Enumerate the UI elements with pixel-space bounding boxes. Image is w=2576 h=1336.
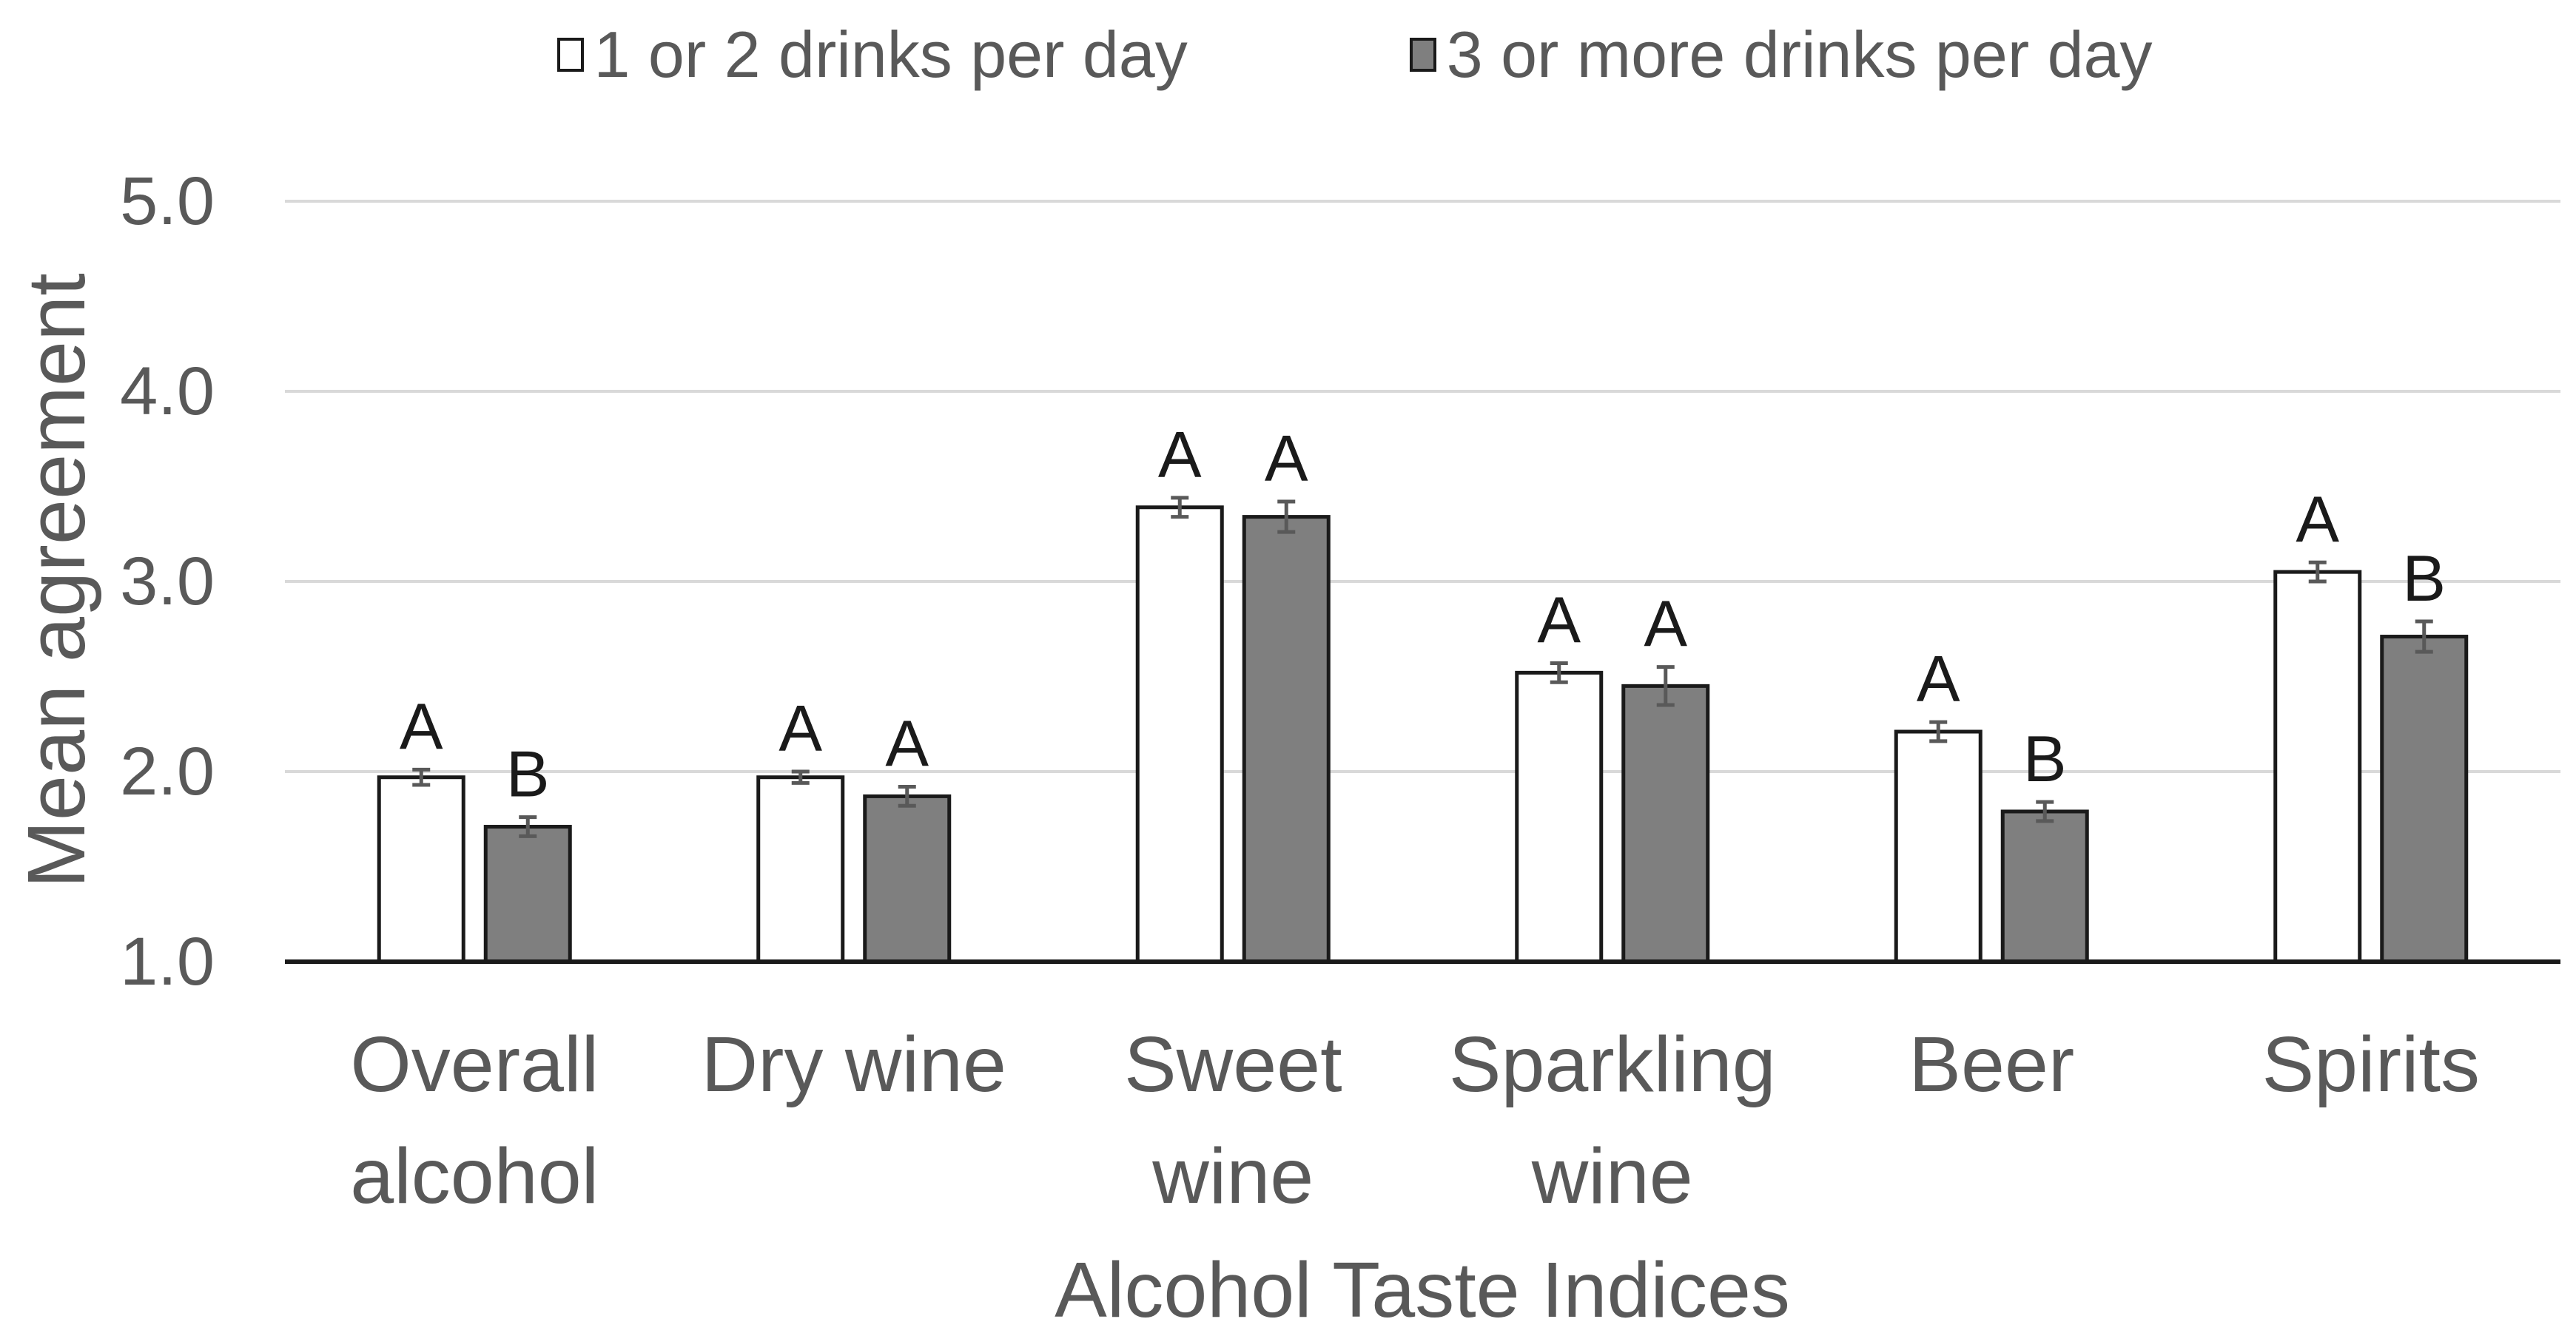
- legend-swatch-series-2: [1409, 38, 1436, 72]
- bar-series-1: [377, 775, 465, 964]
- y-tick-label: 3.0: [120, 544, 215, 619]
- bar-series-2: [483, 825, 572, 964]
- significance-letter: A: [1265, 422, 1308, 495]
- y-axis-title: Mean agreement: [11, 273, 102, 888]
- x-tick-label: Spirits: [2261, 1021, 2480, 1108]
- x-tick-label: wine: [1151, 1133, 1314, 1220]
- x-axis-title: Alcohol Taste Indices: [1055, 1246, 1790, 1334]
- y-tick-label: 4.0: [120, 354, 215, 429]
- legend-item-series-2: 3 or more drinks per day: [1409, 18, 2153, 91]
- legend-item-series-1: 1 or 2 drinks per day: [556, 18, 1188, 91]
- significance-letter: A: [1537, 584, 1581, 657]
- bar-series-1: [1135, 505, 1224, 964]
- x-tick-label: Sparkling: [1449, 1021, 1776, 1108]
- x-tick-label: Overall: [350, 1021, 599, 1108]
- bar-series-1: [756, 775, 845, 964]
- legend-swatch-series-1: [556, 38, 584, 72]
- bar-series-2: [2000, 809, 2089, 964]
- bar-series-2: [1621, 684, 1710, 964]
- x-tick-label: Dry wine: [702, 1021, 1006, 1108]
- bar-series-2: [863, 794, 952, 964]
- x-tick-label: wine: [1531, 1133, 1693, 1220]
- x-tick-label: Beer: [1909, 1021, 2074, 1108]
- significance-letter: A: [885, 707, 929, 780]
- legend: 1 or 2 drinks per day 3 or more drinks p…: [0, 22, 2576, 87]
- significance-letter: A: [1158, 418, 1202, 491]
- x-tick-label: Sweet: [1124, 1021, 1342, 1108]
- y-tick-label: 2.0: [120, 734, 215, 809]
- x-tick-label: alcohol: [350, 1133, 599, 1220]
- significance-letter: A: [778, 692, 822, 765]
- significance-letter: B: [2023, 722, 2067, 795]
- y-tick-label: 1.0: [120, 924, 215, 999]
- bar-series-1: [1515, 670, 1604, 964]
- significance-letter: B: [506, 738, 550, 811]
- legend-label-series-2: 3 or more drinks per day: [1446, 18, 2153, 91]
- significance-letter: A: [400, 689, 443, 763]
- significance-letter: B: [2402, 542, 2446, 615]
- significance-letter: A: [2296, 482, 2339, 556]
- y-tick-label: 5.0: [120, 163, 215, 239]
- legend-label-series-1: 1 or 2 drinks per day: [593, 18, 1188, 91]
- bar-series-1: [1894, 729, 1983, 964]
- significance-letter: A: [1644, 587, 1687, 661]
- bar-series-2: [2380, 635, 2469, 964]
- bar-series-2: [1242, 515, 1331, 964]
- significance-letter: A: [1917, 642, 1960, 715]
- bar-series-1: [2273, 570, 2362, 964]
